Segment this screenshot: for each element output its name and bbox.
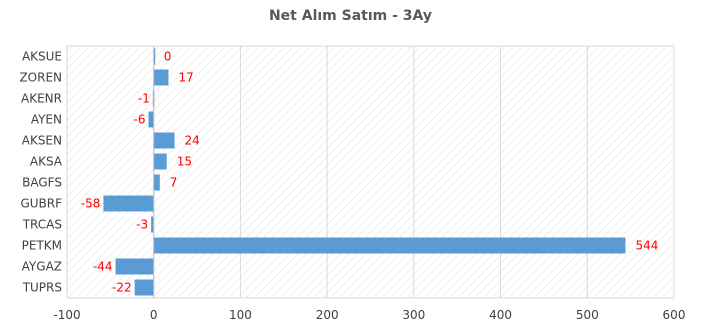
data-label: 0 <box>164 50 172 64</box>
data-label: -1 <box>138 92 150 106</box>
x-tick-label: 500 <box>576 308 599 322</box>
data-label: -44 <box>93 260 113 274</box>
bar <box>153 48 156 65</box>
data-label: 17 <box>178 71 193 85</box>
x-tick-label: -100 <box>53 308 80 322</box>
category-label: PETKM <box>22 239 62 253</box>
category-label: TUPRS <box>22 281 62 295</box>
x-tick-label: 300 <box>402 308 425 322</box>
chart-title: Net Alım Satım - 3Ay <box>268 8 433 24</box>
data-label: -3 <box>136 218 148 232</box>
bar <box>153 237 626 254</box>
bar <box>134 279 154 296</box>
category-label: AYGAZ <box>22 260 62 274</box>
grid-lines <box>66 46 675 298</box>
bar <box>153 132 175 149</box>
category-label: GUBRF <box>20 197 62 211</box>
data-label: 544 <box>635 239 658 253</box>
x-tick-label: 200 <box>316 308 339 322</box>
bar <box>148 111 154 128</box>
data-label: 24 <box>185 134 200 148</box>
data-label: -58 <box>81 197 101 211</box>
bar <box>115 258 154 275</box>
category-label: AKSA <box>30 155 63 169</box>
category-label: TRCAS <box>22 218 62 232</box>
category-label: AYEN <box>31 113 62 127</box>
x-tick-label: 100 <box>229 308 252 322</box>
bar <box>153 153 167 170</box>
x-tick-label: 400 <box>489 308 512 322</box>
category-label: AKSEN <box>22 134 62 148</box>
data-label: -6 <box>134 113 146 127</box>
category-label: BAGFS <box>22 176 62 190</box>
bar <box>153 174 160 191</box>
data-label: -22 <box>112 281 132 295</box>
x-tick-label: 0 <box>150 308 158 322</box>
category-label: AKSUE <box>22 50 62 64</box>
bars <box>103 48 626 296</box>
bar <box>151 216 154 233</box>
category-label: AKENR <box>21 92 62 106</box>
bar <box>153 69 169 86</box>
data-label: 7 <box>170 176 178 190</box>
data-label: 15 <box>177 155 192 169</box>
labels: AKSUE 0 ZOREN 17 AKENR -1 AYEN -6 AKSEN 24 AKSA 15 B… <box>19 50 658 295</box>
category-label: ZOREN <box>19 71 62 85</box>
bar <box>103 195 154 212</box>
axes: -100 0 100 200 300 400 500 600 <box>53 46 685 322</box>
x-tick-label: 600 <box>663 308 686 322</box>
